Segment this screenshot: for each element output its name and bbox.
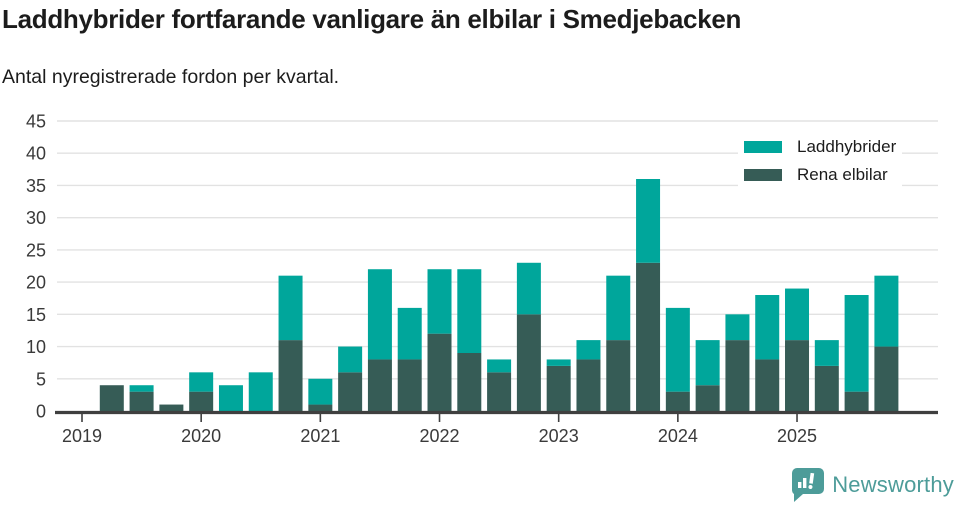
bar-rena-elbilar-2025-q4 xyxy=(874,346,899,411)
bar-rena-elbilar-2023-q1 xyxy=(546,365,571,411)
bar-rena-elbilar-2024-q2 xyxy=(695,385,720,411)
bar-rena-elbilar-2021-q3 xyxy=(367,359,392,411)
page-subtitle: Antal nyregistrerade fordon per kvartal. xyxy=(2,66,340,88)
bar-rena-elbilar-2021-q2 xyxy=(338,372,363,411)
bar-laddhybrider-2022-q2 xyxy=(457,269,482,353)
x-tick-label-2021: 2021 xyxy=(300,426,340,446)
legend: Laddhybrider Rena elbilar xyxy=(738,132,903,190)
bar-rena-elbilar-2025-q2 xyxy=(814,365,839,411)
legend-swatch-laddhybrider xyxy=(744,141,782,153)
bar-rena-elbilar-2022-q3 xyxy=(487,372,512,411)
bar-laddhybrider-2024-q4 xyxy=(755,295,780,360)
bar-laddhybrider-2021-q1 xyxy=(308,378,333,405)
x-tick-label-2022: 2022 xyxy=(419,426,459,446)
legend-label-laddhybrider: Laddhybrider xyxy=(797,137,897,156)
bar-laddhybrider-2025-q2 xyxy=(814,340,839,366)
brand-logo[interactable]: Newsworthy xyxy=(789,467,954,502)
bar-rena-elbilar-2019-q3 xyxy=(129,391,154,411)
bar-rena-elbilar-2021-q4 xyxy=(397,359,422,411)
y-tick-label-25: 25 xyxy=(26,240,46,260)
x-tick-label-2024: 2024 xyxy=(658,426,698,446)
x-tick-label-2020: 2020 xyxy=(181,426,221,446)
y-tick-label-5: 5 xyxy=(36,369,46,389)
bar-rena-elbilar-2020-q4 xyxy=(278,340,303,411)
bar-rena-elbilar-2022-q4 xyxy=(516,314,541,411)
bar-laddhybrider-2021-q4 xyxy=(397,307,422,360)
y-tick-label-0: 0 xyxy=(36,402,46,422)
x-tick-label-2023: 2023 xyxy=(539,426,579,446)
y-tick-label-20: 20 xyxy=(26,273,46,293)
bar-laddhybrider-2024-q1 xyxy=(665,307,690,392)
bar-rena-elbilar-2024-q3 xyxy=(725,340,750,411)
bar-rena-elbilar-2025-q1 xyxy=(785,340,810,411)
bar-rena-elbilar-2019-q4 xyxy=(159,404,184,411)
bar-laddhybrider-2022-q1 xyxy=(427,269,452,334)
y-tick-label-35: 35 xyxy=(26,176,46,196)
legend-label-rena-elbilar: Rena elbilar xyxy=(797,165,888,184)
bar-rena-elbilar-2022-q1 xyxy=(427,333,452,411)
bar-laddhybrider-2023-q4 xyxy=(636,179,661,263)
bar-laddhybrider-2025-q1 xyxy=(785,288,810,341)
newsworthy-icon xyxy=(792,468,825,502)
bar-laddhybrider-2024-q3 xyxy=(725,314,750,341)
legend-swatch-rena-elbilar xyxy=(744,169,782,181)
bar-laddhybrider-2020-q3 xyxy=(248,372,273,411)
bar-laddhybrider-2023-q2 xyxy=(576,340,601,360)
page-title: Laddhybrider fortfarande vanligare än el… xyxy=(2,4,742,34)
bar-rena-elbilar-2025-q3 xyxy=(844,391,869,411)
bar-laddhybrider-2021-q2 xyxy=(338,346,363,373)
bar-rena-elbilar-2024-q4 xyxy=(755,359,780,411)
bar-laddhybrider-2022-q3 xyxy=(487,359,512,373)
bar-laddhybrider-2025-q4 xyxy=(874,275,899,347)
bar-laddhybrider-2020-q4 xyxy=(278,275,303,341)
x-tick-label-2025: 2025 xyxy=(777,426,817,446)
brand-name: Newsworthy xyxy=(832,471,954,497)
y-tick-label-45: 45 xyxy=(26,112,46,132)
chart: 0 5 10 15 20 25 30 35 40 45 2019 2020 2021 2022 2023 20… xyxy=(0,100,960,460)
bar-laddhybrider-2022-q4 xyxy=(516,262,541,315)
bar-laddhybrider-2021-q3 xyxy=(367,269,392,360)
bar-rena-elbilar-2019-q2 xyxy=(99,385,124,411)
bar-rena-elbilar-2023-q2 xyxy=(576,359,601,411)
legend-item-laddhybrider: Laddhybrider xyxy=(744,135,896,159)
y-tick-label-30: 30 xyxy=(26,208,46,228)
bar-laddhybrider-2019-q3 xyxy=(129,385,154,392)
bar-laddhybrider-2023-q1 xyxy=(546,359,571,366)
bar-laddhybrider-2024-q2 xyxy=(695,340,720,386)
bar-laddhybrider-2023-q3 xyxy=(606,275,631,341)
bar-rena-elbilar-2023-q4 xyxy=(636,262,661,411)
bar-laddhybrider-2020-q1 xyxy=(189,372,214,392)
bar-laddhybrider-2025-q3 xyxy=(844,295,869,392)
bar-rena-elbilar-2024-q1 xyxy=(665,391,690,411)
y-tick-label-40: 40 xyxy=(26,144,46,164)
x-tick-label-2019: 2019 xyxy=(62,426,102,446)
y-tick-label-10: 10 xyxy=(26,337,46,357)
bar-rena-elbilar-2023-q3 xyxy=(606,340,631,411)
y-tick-label-15: 15 xyxy=(26,305,46,325)
bar-rena-elbilar-2020-q1 xyxy=(189,391,214,411)
legend-item-rena-elbilar: Rena elbilar xyxy=(744,163,896,187)
bar-rena-elbilar-2021-q1 xyxy=(308,404,333,411)
bar-laddhybrider-2020-q2 xyxy=(218,385,243,411)
bar-rena-elbilar-2022-q2 xyxy=(457,353,482,411)
